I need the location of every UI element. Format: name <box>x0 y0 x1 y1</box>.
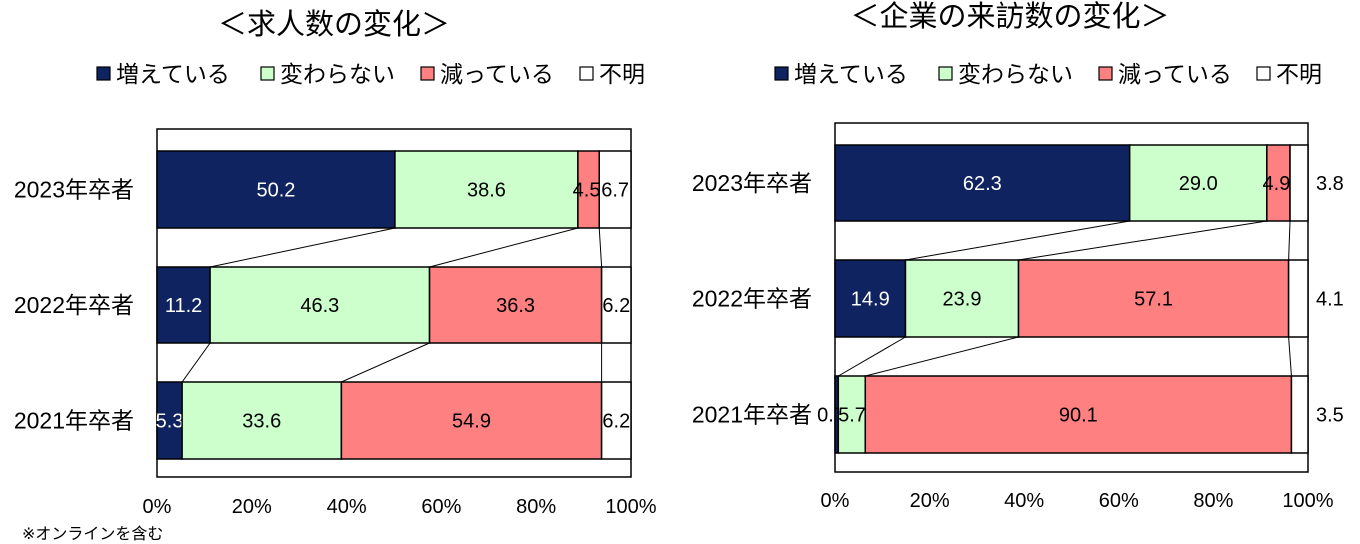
legend-label: 不明 <box>599 62 645 88</box>
data-label: 23.9 <box>943 289 982 311</box>
legend-swatch <box>96 66 111 81</box>
data-label: 3.8 <box>1316 173 1344 195</box>
legend-swatch <box>1098 66 1113 81</box>
data-label: 36.3 <box>496 295 535 317</box>
data-label: 14.9 <box>851 289 890 311</box>
data-label: 4.5 <box>573 180 601 202</box>
bar-segment <box>181 381 343 460</box>
bar-segment <box>156 150 396 229</box>
x-tick-label: 100% <box>605 496 656 518</box>
series-connector-line <box>181 342 211 383</box>
bar-segment <box>1290 375 1309 454</box>
series-connector-line <box>209 227 396 268</box>
series-connector-line <box>429 227 579 268</box>
bar-segment <box>1289 144 1309 222</box>
bar-segment <box>1287 259 1309 338</box>
bar-segment <box>834 259 907 338</box>
series-connector-line <box>341 342 430 383</box>
bar-segment <box>1017 259 1290 338</box>
series-connector-line <box>905 220 1130 261</box>
x-tick-label: 80% <box>1193 490 1233 512</box>
chart-2: ＜企業の来訪数の変化＞ 増えている 変わらない 減っている 不明 2023年卒者 62.3 2… <box>692 0 1344 512</box>
data-label: 50.2 <box>257 180 296 202</box>
legend-swatch <box>420 66 435 81</box>
chart-1: ＜求人数の変化＞ 増えている 変わらない 減っている 不明 2023年卒者 50.2 38.6… <box>14 7 657 543</box>
x-tick-label: 20% <box>232 496 272 518</box>
legend-label: 増えている <box>794 62 908 88</box>
bar-segment <box>837 375 867 454</box>
bar-segment <box>156 381 183 460</box>
chart-title: ＜求人数の変化＞ <box>218 7 450 41</box>
x-tick-label: 20% <box>910 490 950 512</box>
data-label: 3.5 <box>1316 405 1344 427</box>
legend-label: 減っている <box>1118 62 1232 88</box>
data-label: 6.7 <box>601 180 629 202</box>
data-label: 5.7 <box>838 405 866 427</box>
data-label: 5.3 <box>156 411 184 433</box>
data-label: 29.0 <box>1179 173 1218 195</box>
data-label: 54.9 <box>452 411 491 433</box>
legend-label: 減っている <box>440 62 554 88</box>
bar-segment <box>1128 144 1268 222</box>
bar-segment <box>600 381 632 460</box>
legend-label: 不明 <box>1276 62 1322 88</box>
bar-segment <box>209 266 431 344</box>
series-connector-line <box>1018 220 1267 261</box>
series-connector-line <box>838 336 906 377</box>
data-label: 62.3 <box>963 173 1002 195</box>
legend-swatch <box>1256 66 1271 81</box>
x-tick-label: 0% <box>143 496 172 518</box>
data-label: 38.6 <box>467 180 506 202</box>
data-label: 90.1 <box>1059 405 1098 427</box>
data-label: 4.1 <box>1316 289 1344 311</box>
legend-label: 増えている <box>116 62 230 88</box>
x-tick-label: 80% <box>516 496 556 518</box>
category-label: 2023年卒者 <box>14 177 134 203</box>
x-tick-label: 60% <box>1099 490 1139 512</box>
bar-segment <box>904 259 1020 338</box>
legend-label: 変わらない <box>280 62 395 88</box>
series-connector-line <box>598 227 603 268</box>
category-label: 2022年卒者 <box>14 292 134 318</box>
legend-swatch <box>774 66 789 81</box>
bar-segment <box>834 144 1131 222</box>
x-tick-label: 60% <box>421 496 461 518</box>
data-label: 46.3 <box>300 295 339 317</box>
data-label: 11.2 <box>165 295 202 317</box>
category-label: 2021年卒者 <box>692 402 812 428</box>
legend-swatch <box>579 66 594 81</box>
category-label: 2023年卒者 <box>692 170 812 196</box>
data-label: 4.9 <box>1263 173 1291 195</box>
bar-segment <box>340 381 603 460</box>
series-connector-line <box>1288 336 1292 377</box>
legend-swatch <box>260 66 275 81</box>
x-tick-label: 40% <box>327 496 367 518</box>
x-tick-label: 40% <box>1004 490 1044 512</box>
bar-segment <box>598 150 632 229</box>
series-connector-line <box>1288 220 1291 261</box>
legend-label: 変わらない <box>958 62 1073 88</box>
series-connector-line <box>865 336 1019 377</box>
bar-segment <box>600 266 632 344</box>
data-label: 6.2 <box>602 295 630 317</box>
x-tick-label: 100% <box>1282 490 1333 512</box>
x-tick-label: 0% <box>821 490 850 512</box>
chart-title: ＜企業の来訪数の変化＞ <box>850 0 1169 33</box>
data-label: 57.1 <box>1134 289 1173 311</box>
data-label: 6.2 <box>602 411 630 433</box>
data-label: 33.6 <box>242 411 281 433</box>
legend-swatch <box>938 66 953 81</box>
bar-segment <box>864 375 1293 454</box>
category-label: 2021年卒者 <box>14 408 134 434</box>
footnote: ※オンラインを含む <box>22 524 163 543</box>
category-label: 2022年卒者 <box>692 286 812 312</box>
